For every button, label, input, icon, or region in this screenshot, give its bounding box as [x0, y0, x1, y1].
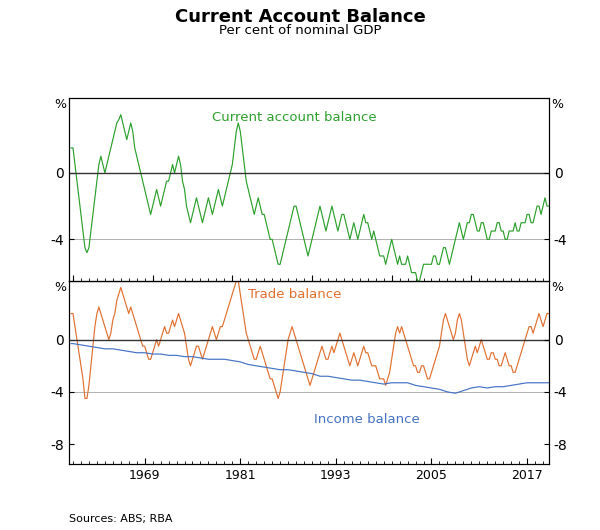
Text: Sources: ABS; RBA: Sources: ABS; RBA	[69, 514, 173, 524]
Text: Per cent of nominal GDP: Per cent of nominal GDP	[219, 24, 381, 37]
Text: Trade balance: Trade balance	[248, 288, 341, 301]
Text: %: %	[55, 281, 67, 294]
Text: %: %	[551, 281, 563, 294]
Text: %: %	[55, 98, 67, 111]
Text: Income balance: Income balance	[314, 412, 419, 426]
Text: %: %	[551, 98, 563, 111]
Text: Current Account Balance: Current Account Balance	[175, 8, 425, 26]
Text: Current account balance: Current account balance	[212, 111, 377, 124]
